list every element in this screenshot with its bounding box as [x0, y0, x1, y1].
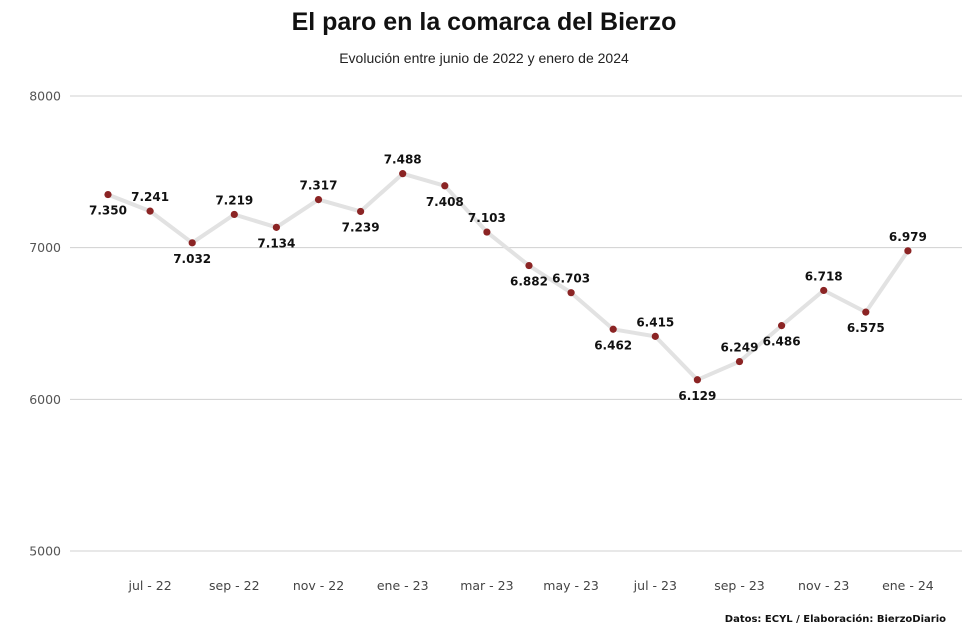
data-label: 7.239	[342, 220, 380, 234]
x-tick-label: ene - 23	[377, 578, 429, 593]
y-tick-label: 8000	[29, 89, 61, 104]
data-point	[188, 239, 196, 247]
x-tick-label: sep - 23	[714, 578, 765, 593]
data-label: 6.575	[847, 321, 885, 335]
data-point	[567, 289, 575, 297]
x-tick-label: ene - 24	[882, 578, 934, 593]
data-point	[483, 228, 491, 236]
data-point	[820, 286, 828, 295]
chart-subtitle: Evolución entre junio de 2022 y enero de…	[339, 50, 629, 66]
y-tick-label: 7000	[29, 240, 61, 255]
data-point	[441, 182, 449, 190]
data-label: 7.488	[384, 153, 422, 167]
data-label: 7.103	[468, 211, 506, 225]
data-point	[904, 247, 912, 255]
data-label: 7.350	[89, 204, 127, 218]
x-tick-label: nov - 22	[293, 578, 344, 593]
data-label: 7.241	[131, 190, 169, 204]
data-point	[357, 207, 365, 216]
data-point	[735, 357, 744, 366]
data-label: 6.882	[510, 275, 548, 289]
data-point	[230, 210, 238, 219]
data-label: 6.249	[721, 341, 759, 355]
data-label: 6.718	[805, 269, 843, 283]
data-source-note: Datos: ECYL / Elaboración: BierzoDiario	[724, 614, 946, 625]
data-point	[525, 261, 533, 270]
data-label: 6.415	[636, 315, 674, 329]
data-point	[314, 195, 323, 204]
data-point	[399, 170, 407, 178]
y-tick-label: 5000	[29, 544, 61, 559]
data-label: 6.979	[889, 230, 927, 244]
data-point	[609, 325, 617, 333]
data-label: 6.462	[594, 338, 632, 352]
data-label: 6.129	[678, 389, 716, 403]
data-point	[104, 190, 112, 199]
data-label: 7.219	[215, 193, 253, 207]
x-tick-label: jul - 22	[127, 578, 171, 593]
x-tick-label: jul - 23	[633, 578, 677, 593]
data-point	[862, 308, 870, 316]
data-point	[778, 322, 786, 330]
data-point	[651, 332, 659, 340]
x-tick-label: nov - 23	[798, 578, 849, 593]
x-tick-label: sep - 22	[209, 578, 260, 593]
y-tick-label: 6000	[29, 392, 61, 407]
data-label: 6.486	[763, 335, 801, 349]
data-point	[693, 376, 702, 384]
series-line	[106, 171, 910, 382]
data-label: 7.032	[173, 252, 211, 266]
x-tick-label: mar - 23	[460, 578, 513, 593]
data-label: 7.134	[257, 236, 295, 250]
data-label: 6.703	[552, 272, 590, 286]
data-label: 7.317	[300, 179, 338, 193]
data-point	[272, 223, 280, 231]
data-label: 7.408	[426, 195, 464, 209]
data-point	[146, 207, 154, 215]
x-tick-label: may - 23	[543, 578, 599, 593]
chart-title: El paro en la comarca del Bierzo	[291, 8, 677, 36]
